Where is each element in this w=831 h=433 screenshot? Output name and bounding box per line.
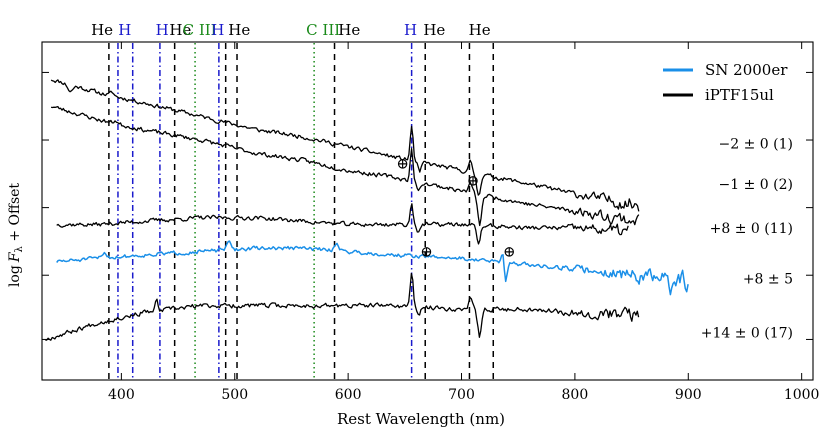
line-id-label-c-iii-7: C III — [306, 21, 340, 39]
spectrum-iptf15ul-14-0-17 — [45, 272, 640, 342]
epoch-label-4: +14 ± 0 (17) — [701, 326, 793, 342]
x-tick-label-600: 600 — [335, 387, 362, 403]
y-axis-label: log Fλ + Offset — [7, 183, 25, 287]
line-id-label-he-8: He — [338, 21, 360, 39]
x-axis-ticks: 400 500 600 700 800 900 1000 — [108, 42, 819, 403]
x-axis-label: Rest Wavelength (nm) — [337, 410, 505, 428]
line-id-label-h-9: H — [404, 21, 417, 39]
telluric-marker-1: ⊕ — [467, 172, 480, 190]
y-axis-label-log: log — [7, 265, 23, 287]
epoch-label-2: +8 ± 0 (11) — [710, 221, 793, 237]
telluric-marker-2: ⊕ — [420, 243, 433, 261]
epoch-label-1: −1 ± 0 (2) — [719, 177, 793, 193]
spectra-series — [45, 79, 689, 342]
line-id-label-he-3: He — [169, 21, 191, 39]
plot-frame — [41, 41, 814, 381]
line-id-label-h-2: H — [156, 21, 169, 39]
epoch-labels: −2 ± 0 (1) −1 ± 0 (2) +8 ± 0 (11) +8 ± 5 +14… — [701, 136, 793, 341]
legend-label-iptf15ul: iPTF15ul — [705, 86, 774, 104]
x-tick-label-1000: 1000 — [784, 387, 820, 403]
y-axis-label-subscript: λ — [14, 245, 25, 252]
line-id-label-h-1: H — [118, 21, 131, 39]
line-id-label-he-11: He — [469, 21, 491, 39]
x-tick-label-800: 800 — [562, 387, 589, 403]
telluric-markers: ⊕ ⊕ ⊕ ⊕ — [396, 155, 515, 261]
line-identification-markers — [108, 43, 495, 379]
line-id-label-c-iii-4: C III — [183, 21, 217, 39]
telluric-marker-0: ⊕ — [396, 155, 409, 173]
y-axis-label-offset: + Offset — [7, 183, 23, 247]
spectrum-iptf15ul-1-0-2 — [50, 105, 640, 227]
x-tick-label-700: 700 — [448, 387, 475, 403]
line-id-label-he-0: He — [91, 21, 113, 39]
epoch-label-3: +8 ± 5 — [743, 272, 793, 288]
spectrum-iptf15ul-8-0-11 — [56, 203, 629, 245]
line-id-label-h-5: H — [211, 21, 224, 39]
spectrum-sn-2000er-8-5 — [56, 240, 689, 296]
x-tick-label-900: 900 — [675, 387, 702, 403]
line-id-label-he-6: He — [228, 21, 250, 39]
y-axis-label-f: F — [7, 251, 23, 263]
legend-label-sn2000er: SN 2000er — [705, 61, 788, 79]
line-id-label-he-10: He — [423, 21, 445, 39]
y-axis-ticks — [42, 71, 813, 340]
telluric-marker-3: ⊕ — [503, 243, 516, 261]
epoch-label-0: −2 ± 0 (1) — [719, 136, 793, 152]
legend: SN 2000er iPTF15ul — [663, 61, 788, 104]
x-tick-label-400: 400 — [108, 387, 135, 403]
spectrum-iptf15ul-2-0-1 — [50, 79, 640, 212]
x-tick-label-500: 500 — [221, 387, 248, 403]
